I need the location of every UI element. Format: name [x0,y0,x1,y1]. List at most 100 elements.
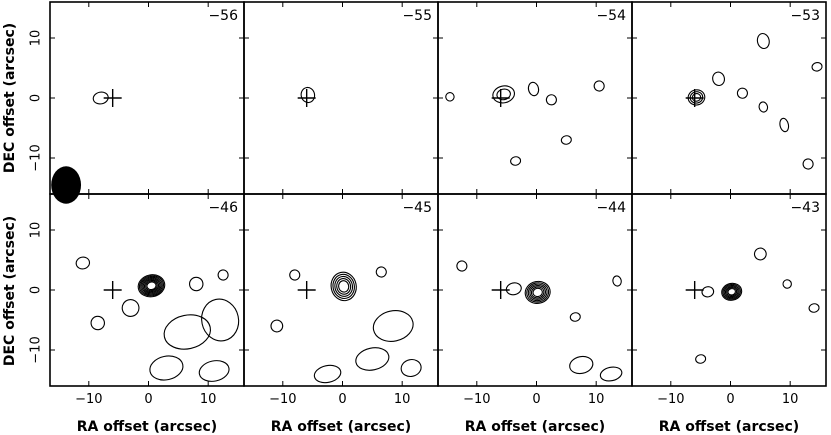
x-tick-label: 0 [532,392,540,407]
contour-group [270,266,422,384]
contour-level [332,273,355,300]
contour-level [189,276,204,292]
contour-level [721,282,743,301]
y-axis-title-bottom: DEC offset (arcsec) [2,216,18,366]
contour-group [445,80,605,166]
contour-level [330,271,357,302]
contour-level [726,287,738,297]
y-tick-label: 0 [29,286,44,294]
panel-2: −55 [243,1,439,195]
channel-label: −44 [596,200,626,216]
y-tick-label: −10 [29,144,44,171]
y-tick-label: 0 [29,94,44,102]
panel-frame [631,193,827,387]
contour-level [569,312,581,322]
contour-level [758,101,769,113]
contour-level [338,280,350,293]
panel-8: −43 −10 0 10 [631,193,827,407]
x-tick-label: 10 [200,392,217,407]
contour-level [75,256,91,270]
contour-level [808,303,820,313]
contour-level [146,281,157,291]
x-tick-label: 10 [782,392,799,407]
channel-label: −56 [208,8,238,24]
x-tick-label: 10 [588,392,605,407]
channel-label: −54 [596,8,626,24]
panel-6: −45 −10 0 10 [243,193,439,407]
panel-1: −56 −10 0 10 [29,1,245,204]
contour-level [612,275,622,287]
contour-level [141,277,162,295]
contour-level [736,87,748,99]
contour-level [779,117,790,133]
panel-3: −54 [437,1,633,195]
contour-level [334,275,354,297]
contour-group [695,247,820,364]
panel-frame [243,1,439,195]
x-tick-label: 0 [338,392,346,407]
contour-group [687,32,823,170]
contour-level [445,92,455,102]
panel-frame [49,1,245,195]
contour-level [560,135,572,145]
y-tick-label: 10 [29,30,44,47]
contour-level [569,355,594,375]
contour-level [593,80,605,92]
contour-level [695,354,707,364]
contour-level [375,266,387,278]
x-tick-label: 0 [144,392,152,407]
contour-level [355,347,390,371]
x-tick-label: 0 [726,392,734,407]
contour-group [92,91,109,105]
contour-level [756,32,770,50]
contour-level [723,284,740,299]
panel-frame [631,1,827,195]
channel-label: −53 [790,8,820,24]
channel-label: −43 [790,200,820,216]
panel-frame [437,193,633,387]
y-axis-title-top: DEC offset (arcsec) [2,23,18,173]
panels-layer: −56 −10 0 10 −55 −54 −53 −46 −10 0 10 −10 0 10 −45 −10 0… [29,1,827,407]
contour-level [505,282,522,296]
panel-4: −53 [631,1,827,195]
contour-level [201,298,240,342]
channel-label: −55 [402,8,432,24]
panel-7: −44 −10 0 10 [437,193,633,407]
contour-level [121,299,140,317]
contour-level [753,247,767,261]
contour-level [456,260,468,272]
contour-level [802,158,814,170]
contour-level [527,283,548,302]
contour-level [138,275,165,297]
x-tick-label: −10 [75,392,102,407]
y-tick-label: −10 [29,336,44,363]
contour-level [712,71,725,87]
channel-label: −45 [402,200,432,216]
contour-level [300,86,316,104]
contour-level [526,282,550,303]
contour-level [811,62,823,72]
contour-group [75,256,240,382]
contour-level [724,285,739,298]
y-tick-label: 10 [29,222,44,239]
contour-level [722,283,741,300]
contour-level [90,315,105,331]
channel-label: −46 [208,200,238,216]
contour-level [727,288,736,296]
beam-ellipse [51,166,82,204]
x-axis-title: RA offset (arcsec) [659,419,799,435]
contour-level [142,278,161,294]
contour-level [313,364,342,384]
contour-level [143,279,160,293]
contour-level [400,358,422,378]
contour-level [289,269,301,281]
contour-level [530,286,545,299]
x-axis-title: RA offset (arcsec) [465,419,605,435]
contour-level [198,360,230,382]
contour-level [545,94,557,106]
contour-level [524,280,551,304]
contour-level [510,156,522,166]
contour-level [527,81,540,97]
contour-level [145,280,158,292]
panel-frame [437,1,633,195]
